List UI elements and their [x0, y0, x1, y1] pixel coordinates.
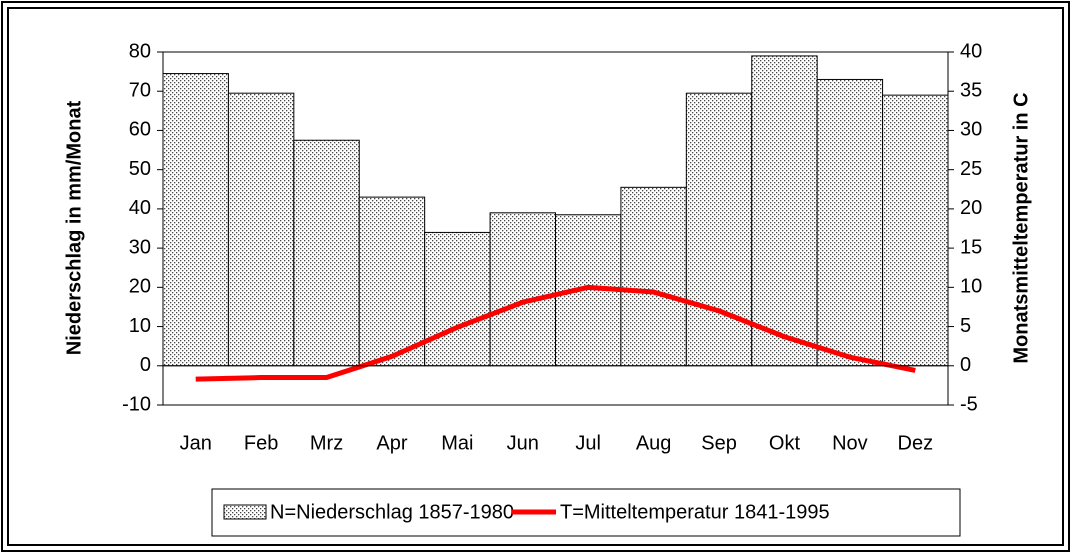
- y2-tick-label: 20: [960, 197, 982, 219]
- y2-tick-label: 40: [960, 40, 982, 62]
- bar: [685, 92, 753, 367]
- x-tick-label: Mai: [441, 432, 473, 454]
- legend-swatch: [223, 504, 267, 520]
- x-tick-label: Feb: [244, 432, 278, 454]
- y2-tick-label: 10: [960, 276, 982, 298]
- bar: [489, 212, 557, 367]
- y-tick-label: -10: [122, 393, 151, 415]
- legend-label: T=Mitteltemperatur 1841-1995: [560, 501, 830, 523]
- bar: [162, 73, 229, 367]
- y-tick-label: 70: [129, 80, 151, 102]
- y-tick-label: 60: [129, 119, 151, 141]
- y2-tick-label: 25: [960, 158, 982, 180]
- x-tick-label: Apr: [376, 432, 407, 454]
- y-tick-label: 50: [129, 158, 151, 180]
- bar: [751, 55, 818, 367]
- x-tick-label: Nov: [832, 432, 868, 454]
- bar: [816, 78, 884, 367]
- x-tick-label: Aug: [636, 432, 672, 454]
- x-tick-label: Okt: [769, 432, 801, 454]
- x-tick-label: Dez: [898, 432, 934, 454]
- y-axis-title: Niederschlag in mm/Monat: [63, 100, 85, 355]
- y2-tick-label: -5: [960, 393, 978, 415]
- y2-tick-label: 15: [960, 236, 982, 258]
- y2-tick-label: 5: [960, 315, 971, 337]
- legend-label: N=Niederschlag 1857-1980: [270, 501, 514, 523]
- y-tick-label: 20: [129, 276, 151, 298]
- y2-tick-label: 30: [960, 119, 982, 141]
- y-tick-label: 30: [129, 236, 151, 258]
- line: [195, 284, 916, 382]
- y-tick-label: 10: [129, 315, 151, 337]
- y-tick-label: 0: [140, 354, 151, 376]
- bar: [227, 92, 295, 367]
- y2-tick-label: 35: [960, 80, 982, 102]
- x-tick-label: Jun: [507, 432, 539, 454]
- x-tick-label: Sep: [701, 432, 737, 454]
- y2-axis-title: Monatsmitteltemperatur in C: [1010, 92, 1032, 363]
- y-tick-label: 80: [129, 40, 151, 62]
- x-tick-label: Mrz: [310, 432, 343, 454]
- bar: [424, 231, 491, 367]
- bar: [358, 196, 426, 367]
- inner-frame: [7, 7, 1064, 546]
- x-tick-label: Jan: [180, 432, 212, 454]
- bar: [620, 186, 687, 367]
- bar: [882, 94, 949, 367]
- bar: [293, 139, 360, 367]
- x-tick-label: Jul: [575, 432, 601, 454]
- y2-tick-label: 0: [960, 354, 971, 376]
- legend-box: [211, 488, 961, 537]
- y-tick-label: 40: [129, 197, 151, 219]
